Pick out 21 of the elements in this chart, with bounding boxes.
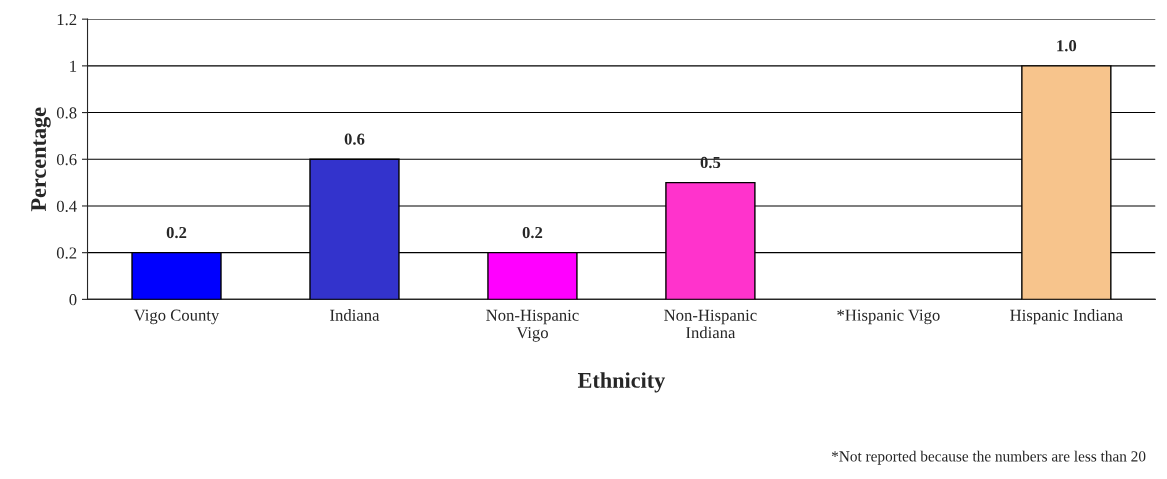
data-label: 0.5 (700, 156, 721, 169)
y-tick-label: 1 (70, 60, 77, 72)
data-label: 0.6 (344, 133, 365, 145)
x-tick-label: Hispanic Indiana (1010, 309, 1123, 325)
y-tick-label: 0.4 (56, 200, 77, 212)
x-tick-label: Vigo County (133, 309, 220, 325)
text: *Not reported because the numbers are less than 20 (831, 450, 1146, 465)
y-tick-label: 0.2 (56, 247, 77, 259)
x-tick-label: Non-Hispanic Indiana (664, 309, 757, 339)
y-tick-label: 1.2 (57, 13, 77, 26)
x-tick-label: Indiana (330, 309, 380, 321)
x-tick-label: *Hispanic Vigo (837, 309, 940, 325)
y-tick-label: 0 (69, 294, 77, 306)
data-label: 1.0 (1057, 40, 1077, 52)
data-label: 0.2 (522, 226, 543, 239)
x-axis-title: Ethnicity (577, 372, 666, 393)
y-tick-label: 0.8 (56, 107, 77, 119)
x-tick-label: Non-Hispanic Vigo (486, 309, 579, 342)
data-label: 0.2 (166, 226, 187, 239)
y-axis-title: Percentage (31, 107, 51, 212)
y-tick-label: 0.6 (56, 153, 77, 166)
